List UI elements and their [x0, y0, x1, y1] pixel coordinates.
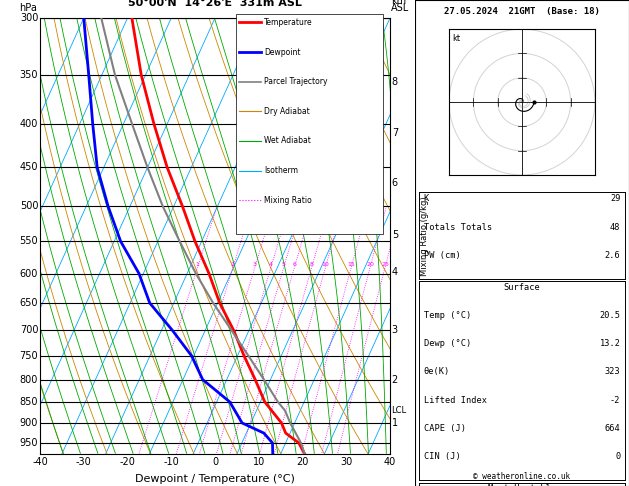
- Text: -30: -30: [76, 457, 92, 468]
- Text: 600: 600: [20, 269, 38, 278]
- Text: 2: 2: [231, 262, 235, 267]
- Text: LCL: LCL: [391, 406, 406, 415]
- Text: -2: -2: [610, 396, 620, 405]
- Text: 750: 750: [19, 351, 38, 361]
- Text: 20.5: 20.5: [599, 311, 620, 320]
- Text: 5: 5: [392, 230, 398, 240]
- Text: kt: kt: [452, 34, 460, 43]
- Text: 27.05.2024  21GMT  (Base: 18): 27.05.2024 21GMT (Base: 18): [444, 7, 600, 17]
- Text: Totals Totals: Totals Totals: [423, 223, 492, 232]
- Text: 10: 10: [321, 262, 330, 267]
- Text: 25: 25: [381, 262, 389, 267]
- Text: km: km: [391, 0, 406, 6]
- Text: CIN (J): CIN (J): [423, 452, 460, 461]
- Text: CAPE (J): CAPE (J): [423, 424, 465, 433]
- Text: 1: 1: [196, 262, 199, 267]
- Text: Dry Adiabat: Dry Adiabat: [264, 107, 309, 116]
- Text: 4: 4: [269, 262, 273, 267]
- FancyBboxPatch shape: [236, 14, 383, 234]
- Text: 13.2: 13.2: [599, 339, 620, 348]
- Text: 650: 650: [19, 298, 38, 308]
- Text: 350: 350: [19, 70, 38, 80]
- Text: -10: -10: [164, 457, 179, 468]
- Text: 850: 850: [19, 397, 38, 407]
- Text: 20: 20: [366, 262, 374, 267]
- Text: 323: 323: [604, 367, 620, 377]
- Text: Dewpoint: Dewpoint: [264, 48, 301, 56]
- Text: Mixing Ratio: Mixing Ratio: [264, 196, 312, 205]
- Text: 950: 950: [19, 438, 38, 448]
- Text: θe(K): θe(K): [423, 367, 450, 377]
- Text: Wet Adiabat: Wet Adiabat: [264, 137, 311, 145]
- Text: 50°00'N  14°26'E  331m ASL: 50°00'N 14°26'E 331m ASL: [128, 0, 302, 8]
- Text: PW (cm): PW (cm): [423, 251, 460, 260]
- Text: 20: 20: [296, 457, 309, 468]
- Text: 30: 30: [340, 457, 352, 468]
- Text: 500: 500: [19, 201, 38, 211]
- Text: 8: 8: [392, 77, 398, 87]
- Text: 664: 664: [604, 424, 620, 433]
- Text: hPa: hPa: [19, 3, 37, 13]
- Text: K: K: [423, 194, 429, 204]
- Text: 0: 0: [615, 452, 620, 461]
- Text: 29: 29: [610, 194, 620, 204]
- Text: 3: 3: [253, 262, 257, 267]
- Text: 300: 300: [20, 13, 38, 23]
- Text: Isotherm: Isotherm: [264, 166, 298, 175]
- Text: 4: 4: [392, 267, 398, 278]
- Text: 7: 7: [392, 128, 398, 138]
- Text: 700: 700: [19, 325, 38, 335]
- Text: 6: 6: [292, 262, 296, 267]
- Text: 0: 0: [212, 457, 218, 468]
- Text: 6: 6: [392, 178, 398, 189]
- Text: ASL: ASL: [391, 3, 409, 13]
- Text: 8: 8: [309, 262, 314, 267]
- Text: Dewp (°C): Dewp (°C): [423, 339, 471, 348]
- Text: 1: 1: [392, 418, 398, 428]
- Text: Lifted Index: Lifted Index: [423, 396, 487, 405]
- Text: 400: 400: [20, 119, 38, 129]
- Text: -20: -20: [120, 457, 135, 468]
- Text: 10: 10: [253, 457, 265, 468]
- Text: 550: 550: [19, 237, 38, 246]
- Text: 48: 48: [610, 223, 620, 232]
- Text: 15: 15: [347, 262, 355, 267]
- Text: Most Unstable: Most Unstable: [488, 484, 556, 486]
- Text: 2: 2: [392, 375, 398, 384]
- Text: 800: 800: [20, 375, 38, 384]
- Text: 40: 40: [384, 457, 396, 468]
- Text: 900: 900: [20, 418, 38, 428]
- Text: Mixing Ratio (g/kg): Mixing Ratio (g/kg): [420, 196, 429, 276]
- Text: Temp (°C): Temp (°C): [423, 311, 471, 320]
- Text: Surface: Surface: [504, 283, 540, 292]
- Text: Parcel Trajectory: Parcel Trajectory: [264, 77, 328, 86]
- Text: 2.6: 2.6: [604, 251, 620, 260]
- Text: © weatheronline.co.uk: © weatheronline.co.uk: [474, 472, 571, 481]
- Text: 450: 450: [19, 162, 38, 173]
- Text: Dewpoint / Temperature (°C): Dewpoint / Temperature (°C): [135, 473, 295, 484]
- Text: 5: 5: [282, 262, 286, 267]
- Text: 3: 3: [392, 325, 398, 335]
- Text: -40: -40: [32, 457, 48, 468]
- Text: Temperature: Temperature: [264, 18, 313, 27]
